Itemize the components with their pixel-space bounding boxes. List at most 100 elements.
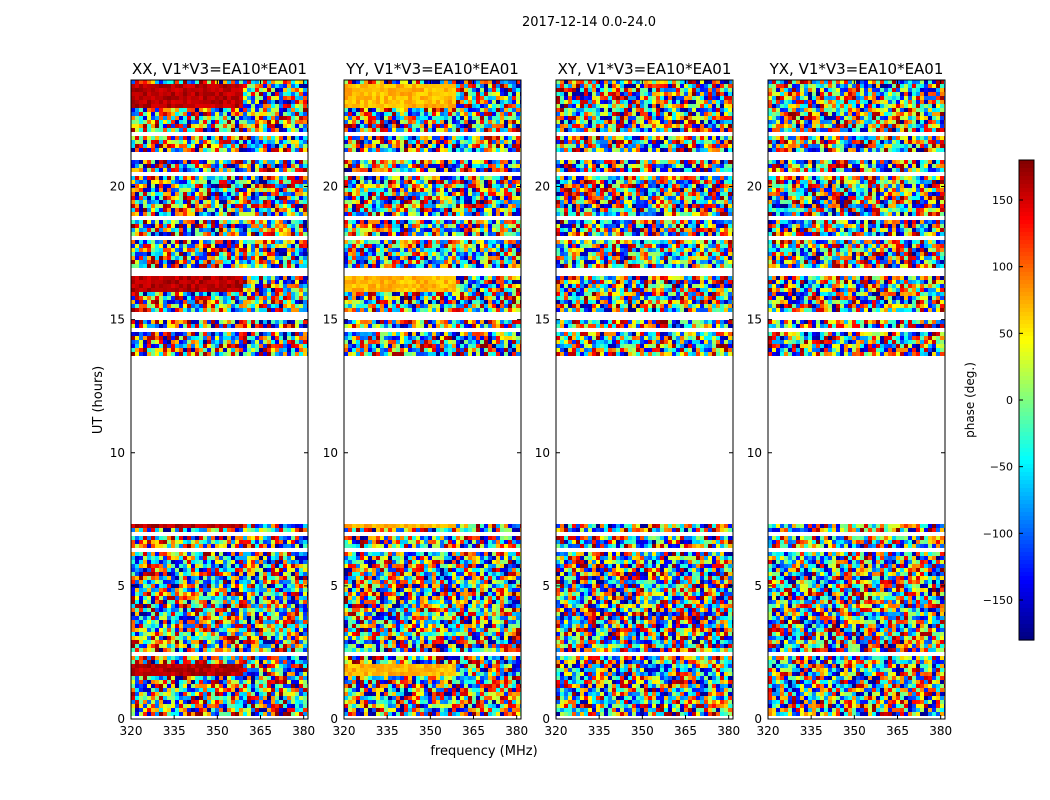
colorbar-segment bbox=[1019, 616, 1034, 621]
colorbar-segment bbox=[1019, 324, 1034, 329]
colorbar-segment bbox=[1019, 300, 1034, 305]
figure-suptitle: 2017-12-14 0.0-24.0 bbox=[522, 15, 656, 30]
colorbar-segment bbox=[1019, 456, 1034, 461]
colorbar-segment bbox=[1019, 216, 1034, 221]
colorbar-segment bbox=[1019, 192, 1034, 197]
colorbar-segment bbox=[1019, 280, 1034, 285]
colorbar-segment bbox=[1019, 500, 1034, 505]
colorbar-segment bbox=[1019, 384, 1034, 389]
heatmap-cells bbox=[768, 80, 945, 719]
panel-title: XY, V1*V3=EA10*EA01 bbox=[558, 60, 732, 78]
colorbar-segment bbox=[1019, 172, 1034, 177]
y-tick-label: 5 bbox=[330, 579, 338, 593]
x-tick-label: 335 bbox=[800, 724, 823, 738]
y-tick-label: 20 bbox=[535, 180, 550, 194]
colorbar-segment bbox=[1019, 288, 1034, 293]
colorbar-segment bbox=[1019, 544, 1034, 549]
plot-frame bbox=[555, 79, 734, 720]
colorbar-segment bbox=[1019, 492, 1034, 497]
colorbar-segment bbox=[1019, 560, 1034, 565]
colorbar-segment bbox=[1019, 420, 1034, 425]
colorbar-segment bbox=[1019, 292, 1034, 297]
colorbar-segment bbox=[1019, 392, 1034, 397]
colorbar-segment bbox=[1019, 624, 1034, 629]
colorbar-segment bbox=[1019, 356, 1034, 361]
colorbar-segment bbox=[1019, 632, 1034, 637]
colorbar-segment bbox=[1019, 552, 1034, 557]
colorbar-segment bbox=[1019, 164, 1034, 169]
x-tick-label: 380 bbox=[929, 724, 952, 738]
colorbar-segment bbox=[1019, 636, 1034, 641]
colorbar-segment bbox=[1019, 380, 1034, 385]
colorbar-segment bbox=[1019, 468, 1034, 473]
colorbar-segment bbox=[1019, 596, 1034, 601]
colorbar-segment bbox=[1019, 424, 1034, 429]
x-tick-label: 350 bbox=[419, 724, 442, 738]
colorbar-segment bbox=[1019, 256, 1034, 261]
y-tick-label: 5 bbox=[117, 579, 125, 593]
x-tick-label: 335 bbox=[588, 724, 611, 738]
colorbar-segment bbox=[1019, 440, 1034, 445]
colorbar-segment bbox=[1019, 536, 1034, 541]
colorbar-segment bbox=[1019, 568, 1034, 573]
y-tick-label: 10 bbox=[323, 446, 338, 460]
heatmap-panel-3: YX, V1*V3=EA10*EA01 320 335 350 365 380 0 5 10 15… bbox=[747, 60, 952, 738]
colorbar-segment bbox=[1019, 348, 1034, 353]
colorbar-segment bbox=[1019, 548, 1034, 553]
y-tick-label: 20 bbox=[110, 180, 125, 194]
colorbar-segment bbox=[1019, 532, 1034, 537]
colorbar-segment bbox=[1019, 168, 1034, 173]
y-tick-label: 10 bbox=[747, 446, 762, 460]
colorbar-segment bbox=[1019, 412, 1034, 417]
y-tick-label: 0 bbox=[330, 712, 338, 726]
colorbar-segment bbox=[1019, 504, 1034, 509]
colorbar-segment bbox=[1019, 332, 1034, 337]
colorbar-segment bbox=[1019, 364, 1034, 369]
colorbar-segment bbox=[1019, 404, 1034, 409]
plot-frame bbox=[130, 79, 309, 720]
colorbar-segment bbox=[1019, 232, 1034, 237]
colorbar-segment bbox=[1019, 488, 1034, 493]
panel-title: XX, V1*V3=EA10*EA01 bbox=[132, 60, 307, 78]
colorbar-segment bbox=[1019, 352, 1034, 357]
colorbar-segment bbox=[1019, 432, 1034, 437]
x-tick-label: 380 bbox=[505, 724, 528, 738]
heatmap-panel-0: XX, V1*V3=EA10*EA01 320 335 350 365 380 0 5 10 15… bbox=[110, 60, 315, 738]
colorbar-segment bbox=[1019, 436, 1034, 441]
colorbar-segment bbox=[1019, 396, 1034, 401]
colorbar-segment bbox=[1019, 428, 1034, 433]
colorbar-segment bbox=[1019, 200, 1034, 205]
colorbar-segment bbox=[1019, 528, 1034, 533]
x-tick-label: 365 bbox=[462, 724, 485, 738]
colorbar-segment bbox=[1019, 268, 1034, 273]
colorbar-segment bbox=[1019, 372, 1034, 377]
colorbar-segment bbox=[1019, 448, 1034, 453]
colorbar-segment bbox=[1019, 260, 1034, 265]
colorbar-segment bbox=[1019, 236, 1034, 241]
colorbar-segment bbox=[1019, 408, 1034, 413]
colorbar-segment bbox=[1019, 512, 1034, 517]
colorbar-segment bbox=[1019, 252, 1034, 257]
colorbar-segment bbox=[1019, 576, 1034, 581]
y-tick-label: 0 bbox=[754, 712, 762, 726]
colorbar-segment bbox=[1019, 160, 1034, 165]
colorbar-segment bbox=[1019, 580, 1034, 585]
colorbar-segment bbox=[1019, 452, 1034, 457]
colorbar-segment bbox=[1019, 540, 1034, 545]
colorbar-segment bbox=[1019, 480, 1034, 485]
colorbar-segment bbox=[1019, 264, 1034, 269]
x-axis-label: frequency (MHz) bbox=[430, 744, 537, 759]
colorbar-segment bbox=[1019, 204, 1034, 209]
y-axis-label: UT (hours) bbox=[91, 366, 106, 434]
y-tick-label: 0 bbox=[542, 712, 550, 726]
plot-frame bbox=[343, 79, 522, 720]
colorbar-segment bbox=[1019, 524, 1034, 529]
heatmap-panel-2: XY, V1*V3=EA10*EA01 320 335 350 365 380 0 5 10 15… bbox=[535, 60, 740, 738]
colorbar-segment bbox=[1019, 556, 1034, 561]
colorbar-segment bbox=[1019, 272, 1034, 277]
colorbar-segment bbox=[1019, 604, 1034, 609]
x-tick-label: 350 bbox=[631, 724, 654, 738]
x-tick-label: 320 bbox=[757, 724, 780, 738]
colorbar-segment bbox=[1019, 592, 1034, 597]
